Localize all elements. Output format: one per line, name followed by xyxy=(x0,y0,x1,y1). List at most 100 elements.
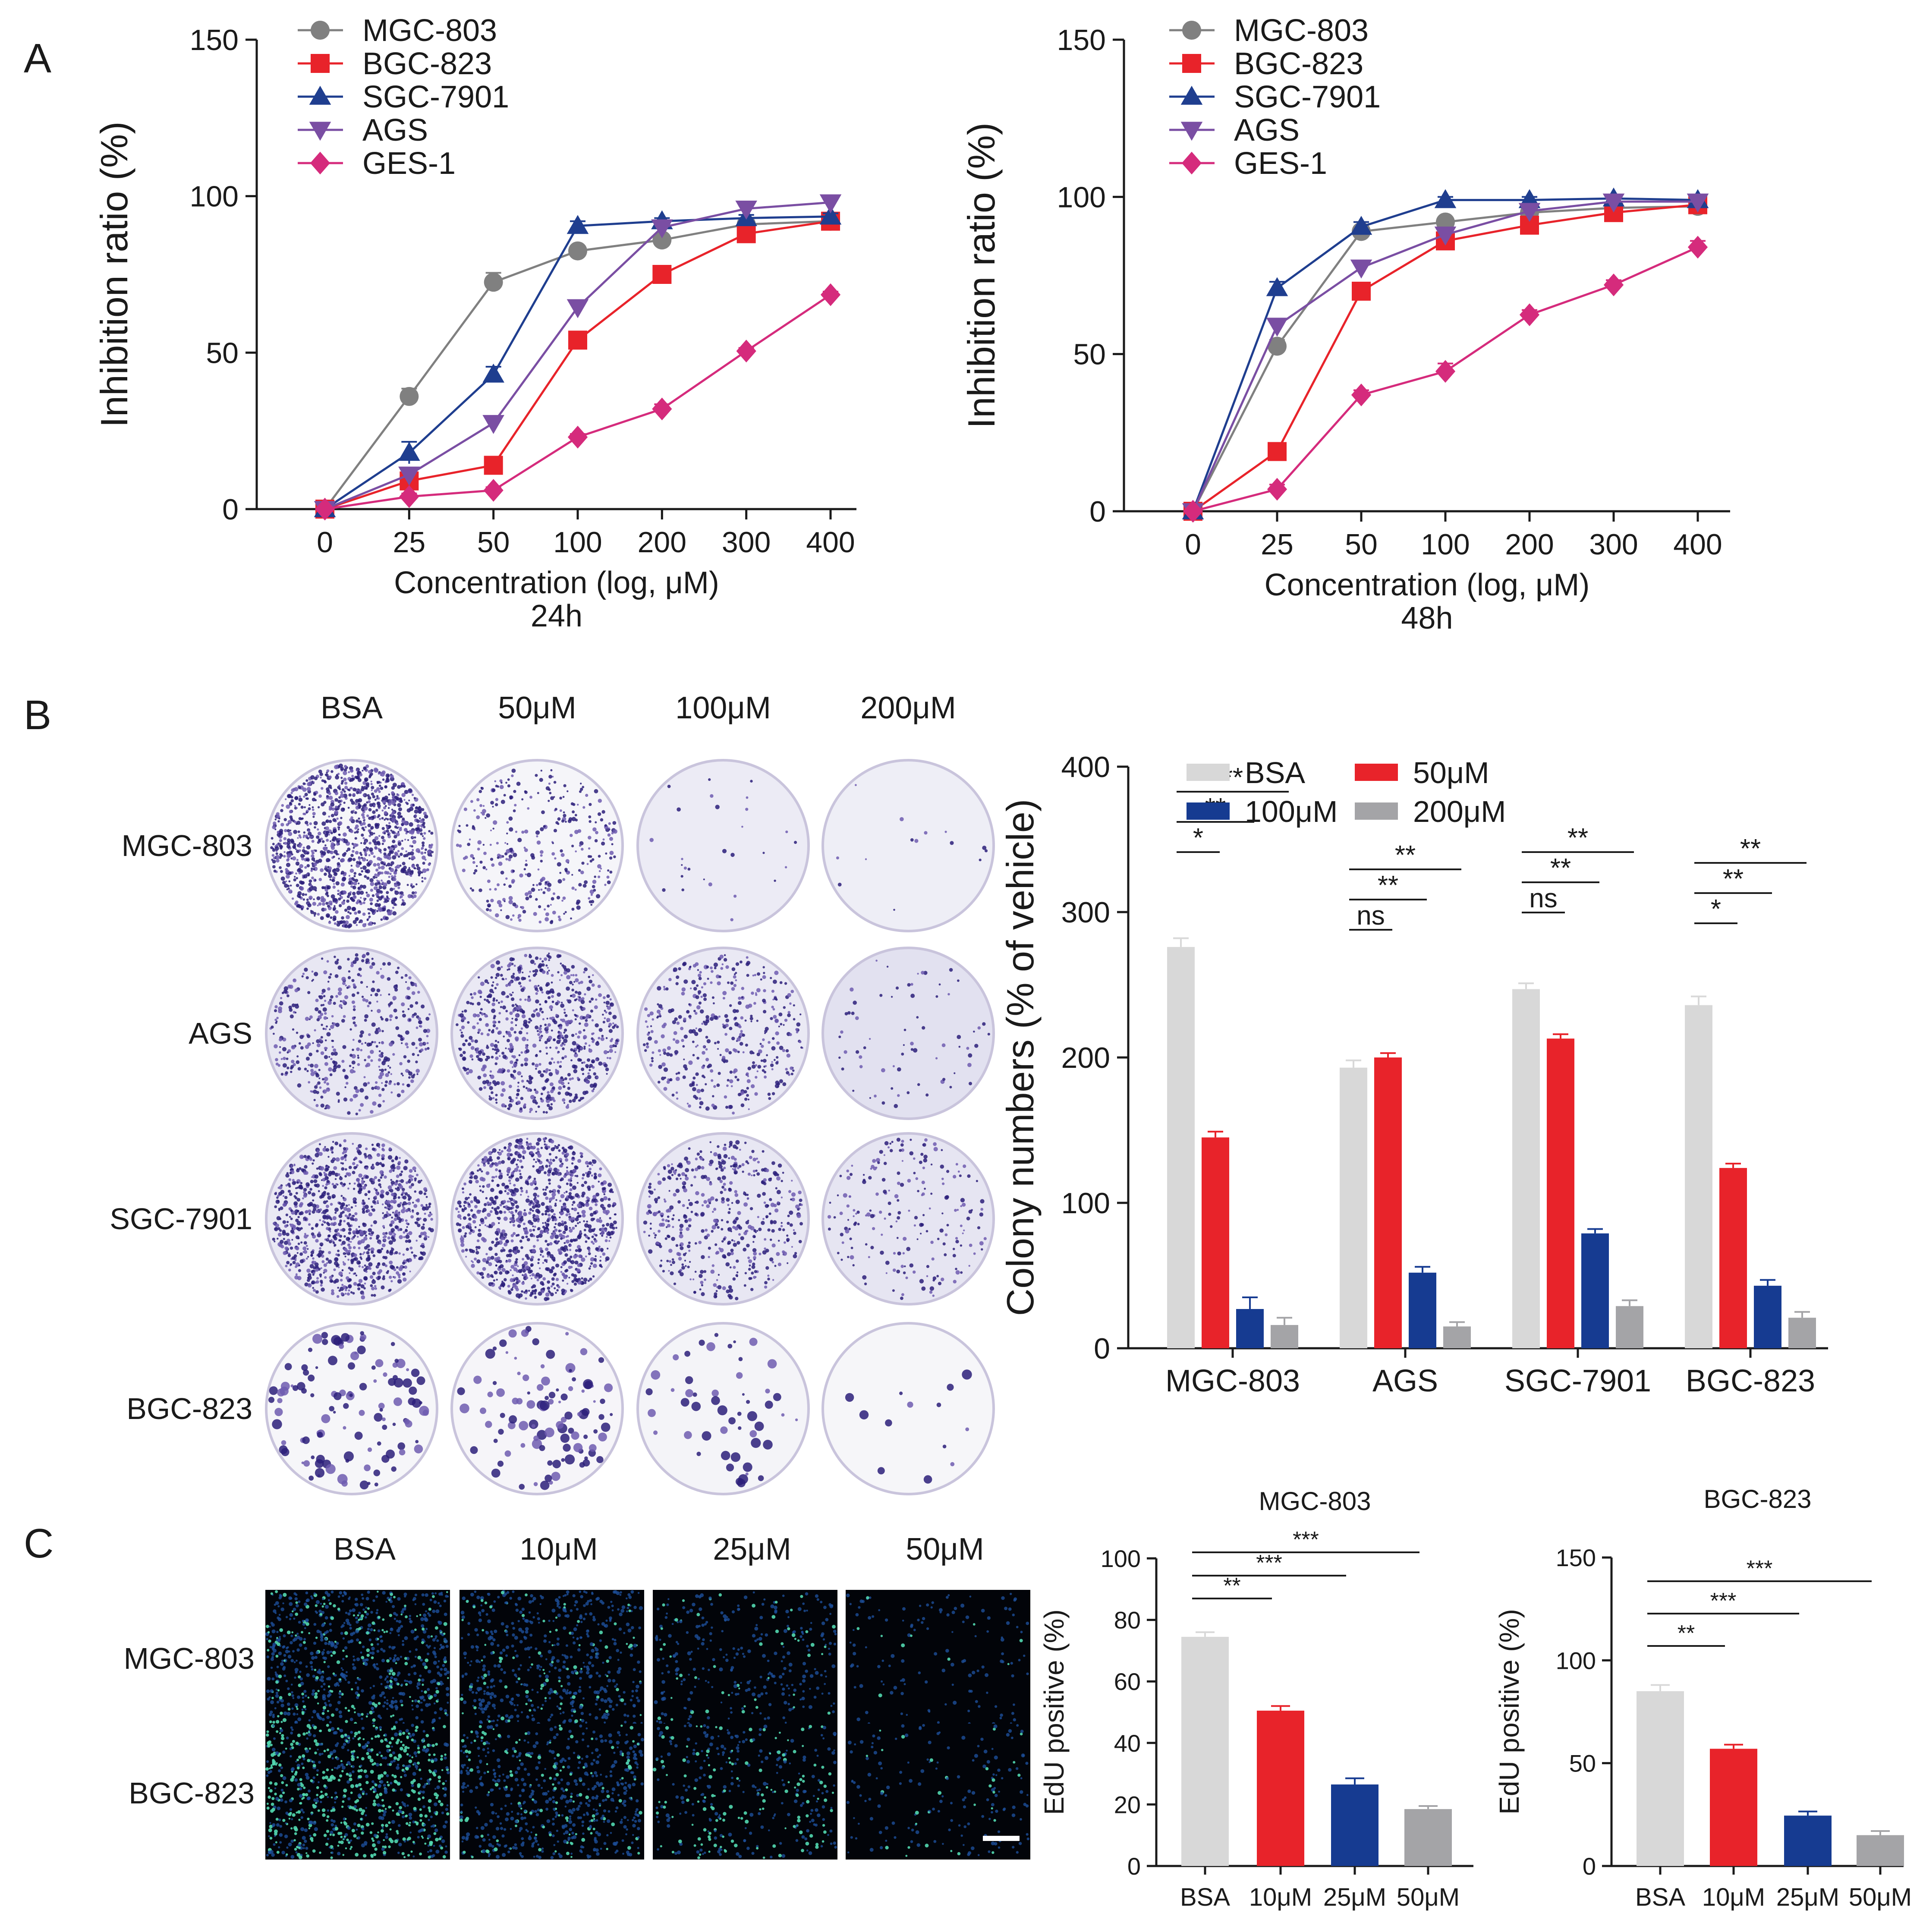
colony xyxy=(511,1055,514,1058)
colony xyxy=(658,1004,663,1009)
colony xyxy=(289,985,293,989)
colony xyxy=(393,887,395,890)
colony xyxy=(583,1061,585,1064)
colony xyxy=(343,890,346,893)
colony xyxy=(356,901,359,905)
colony xyxy=(330,1218,333,1221)
colony xyxy=(592,1084,597,1088)
chart-title: 24h xyxy=(531,599,582,633)
colony xyxy=(392,855,397,860)
colony xyxy=(406,1222,409,1225)
legend-marker-ags xyxy=(1180,122,1203,141)
colony xyxy=(354,911,357,915)
colony xyxy=(370,1224,373,1227)
colony xyxy=(275,852,278,855)
colony xyxy=(536,1013,541,1017)
colony xyxy=(495,798,498,801)
colony xyxy=(300,1241,303,1244)
colony xyxy=(324,1028,327,1030)
colony xyxy=(376,769,379,771)
colony xyxy=(356,1164,359,1167)
colony xyxy=(360,842,362,844)
colony xyxy=(529,971,531,973)
colony xyxy=(575,1093,578,1097)
colony xyxy=(356,861,359,864)
colony xyxy=(720,967,724,970)
colony xyxy=(550,904,552,906)
colony xyxy=(371,957,374,960)
colony xyxy=(491,984,494,987)
colony xyxy=(365,1167,368,1170)
colony xyxy=(476,815,480,819)
colony xyxy=(308,830,311,832)
colony xyxy=(280,876,285,881)
colony xyxy=(513,1063,517,1067)
colony xyxy=(334,974,339,978)
colony xyxy=(343,1015,346,1018)
colony xyxy=(275,1199,280,1204)
colony xyxy=(344,995,349,999)
colony xyxy=(688,1104,691,1108)
colony xyxy=(570,917,572,920)
colony xyxy=(913,1048,918,1053)
colony xyxy=(354,1272,356,1275)
colony xyxy=(354,837,357,840)
colony xyxy=(340,871,345,875)
colony xyxy=(590,997,594,1001)
x-tick-label: 25 xyxy=(1261,528,1294,561)
colony xyxy=(326,1192,330,1196)
colony xyxy=(334,1211,337,1214)
colony xyxy=(308,836,312,839)
colony xyxy=(690,987,692,990)
colony xyxy=(396,1165,401,1170)
colony xyxy=(534,963,536,965)
colony xyxy=(299,1167,302,1170)
colony xyxy=(585,1077,588,1080)
colony xyxy=(576,1076,579,1079)
colony xyxy=(306,898,309,901)
colony xyxy=(471,889,475,892)
colony xyxy=(474,869,478,872)
colony xyxy=(576,901,579,905)
colony xyxy=(372,1101,377,1106)
colony xyxy=(513,1031,516,1034)
colony xyxy=(305,976,309,979)
colony xyxy=(564,1055,567,1058)
colony xyxy=(277,820,280,823)
colony xyxy=(397,1273,401,1277)
colony xyxy=(412,804,414,806)
colony xyxy=(331,1194,336,1199)
colony xyxy=(532,1043,537,1048)
colony xyxy=(325,1257,329,1261)
colony xyxy=(290,792,293,794)
colony xyxy=(752,1061,755,1064)
colony xyxy=(595,831,598,834)
colony xyxy=(506,1010,508,1012)
colony xyxy=(384,1084,387,1087)
colony xyxy=(359,975,362,977)
colony xyxy=(297,1243,300,1245)
colony xyxy=(400,891,404,895)
colony xyxy=(381,896,384,898)
colony xyxy=(547,1091,550,1094)
colony xyxy=(280,997,283,999)
data-point-ags xyxy=(1266,318,1288,337)
colony xyxy=(360,981,363,984)
colony xyxy=(378,1146,381,1149)
colony xyxy=(324,1173,327,1177)
colony xyxy=(519,1173,522,1175)
colony xyxy=(356,924,358,926)
colony xyxy=(580,783,582,785)
colony xyxy=(492,788,496,792)
colony xyxy=(384,1068,387,1071)
colony xyxy=(746,1079,751,1083)
colony xyxy=(565,869,568,872)
colony xyxy=(561,1001,563,1004)
colony xyxy=(405,1069,409,1073)
colony xyxy=(390,774,394,779)
colony xyxy=(334,1233,337,1237)
colony xyxy=(578,999,580,1001)
colony xyxy=(313,1289,316,1292)
colony xyxy=(320,1284,323,1287)
colony xyxy=(343,1285,347,1289)
